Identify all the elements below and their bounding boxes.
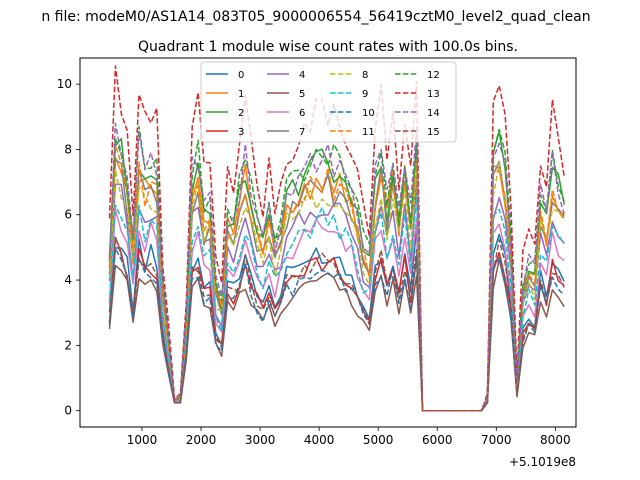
x-tick-label: 1000	[127, 433, 158, 447]
series-line-15	[108, 236, 565, 412]
legend-label-9: 9	[362, 89, 368, 100]
legend-label-7: 7	[299, 127, 305, 138]
plot-area	[108, 65, 565, 412]
x-tick-label: 7000	[481, 433, 512, 447]
legend-label-3: 3	[238, 127, 244, 138]
legend-label-0: 0	[238, 70, 244, 81]
series-line-14	[108, 122, 565, 412]
figure-suptitle: n file: modeM0/AS1A14_083T05_9000006554_…	[41, 9, 590, 25]
legend-label-8: 8	[362, 70, 368, 81]
legend-label-6: 6	[299, 108, 305, 119]
series-line-9	[108, 193, 565, 412]
x-tick-label: 4000	[304, 433, 335, 447]
legend-label-10: 10	[362, 108, 375, 119]
x-tick-label: 6000	[422, 433, 453, 447]
legend-label-13: 13	[427, 89, 440, 100]
x-offset-label: +5.1019e8	[509, 455, 576, 469]
x-tick-label: 8000	[540, 433, 571, 447]
legend-label-4: 4	[299, 70, 305, 81]
legend-label-5: 5	[299, 89, 305, 100]
x-tick-label: 2000	[186, 433, 217, 447]
axes-frame	[79, 57, 577, 428]
y-tick-label: 2	[64, 338, 72, 352]
series-line-6	[108, 208, 565, 412]
legend-label-2: 2	[238, 108, 244, 119]
legend-label-12: 12	[427, 70, 440, 81]
series-line-5	[108, 258, 565, 412]
legend-label-15: 15	[427, 127, 440, 138]
y-axis: 0 2 4 6 8 10	[57, 77, 80, 418]
legend-box	[200, 61, 457, 143]
legend-label-1: 1	[238, 89, 244, 100]
series-line-11	[108, 144, 565, 412]
y-tick-label: 10	[57, 77, 72, 91]
y-tick-label: 6	[64, 208, 72, 222]
y-tick-label: 0	[64, 404, 72, 418]
legend-label-11: 11	[362, 127, 375, 138]
chart-title: Quadrant 1 module wise count rates with …	[138, 39, 518, 55]
x-tick-label: 5000	[363, 433, 394, 447]
series-line-10	[108, 247, 565, 412]
series-line-3	[108, 236, 565, 412]
y-tick-label: 8	[64, 142, 72, 156]
x-tick-label: 3000	[245, 433, 276, 447]
x-axis: 1000 2000 3000 4000 5000 6000 7000 8000	[127, 427, 571, 447]
series-line-4	[108, 183, 565, 412]
y-tick-label: 4	[64, 273, 72, 287]
legend-label-14: 14	[427, 108, 440, 119]
